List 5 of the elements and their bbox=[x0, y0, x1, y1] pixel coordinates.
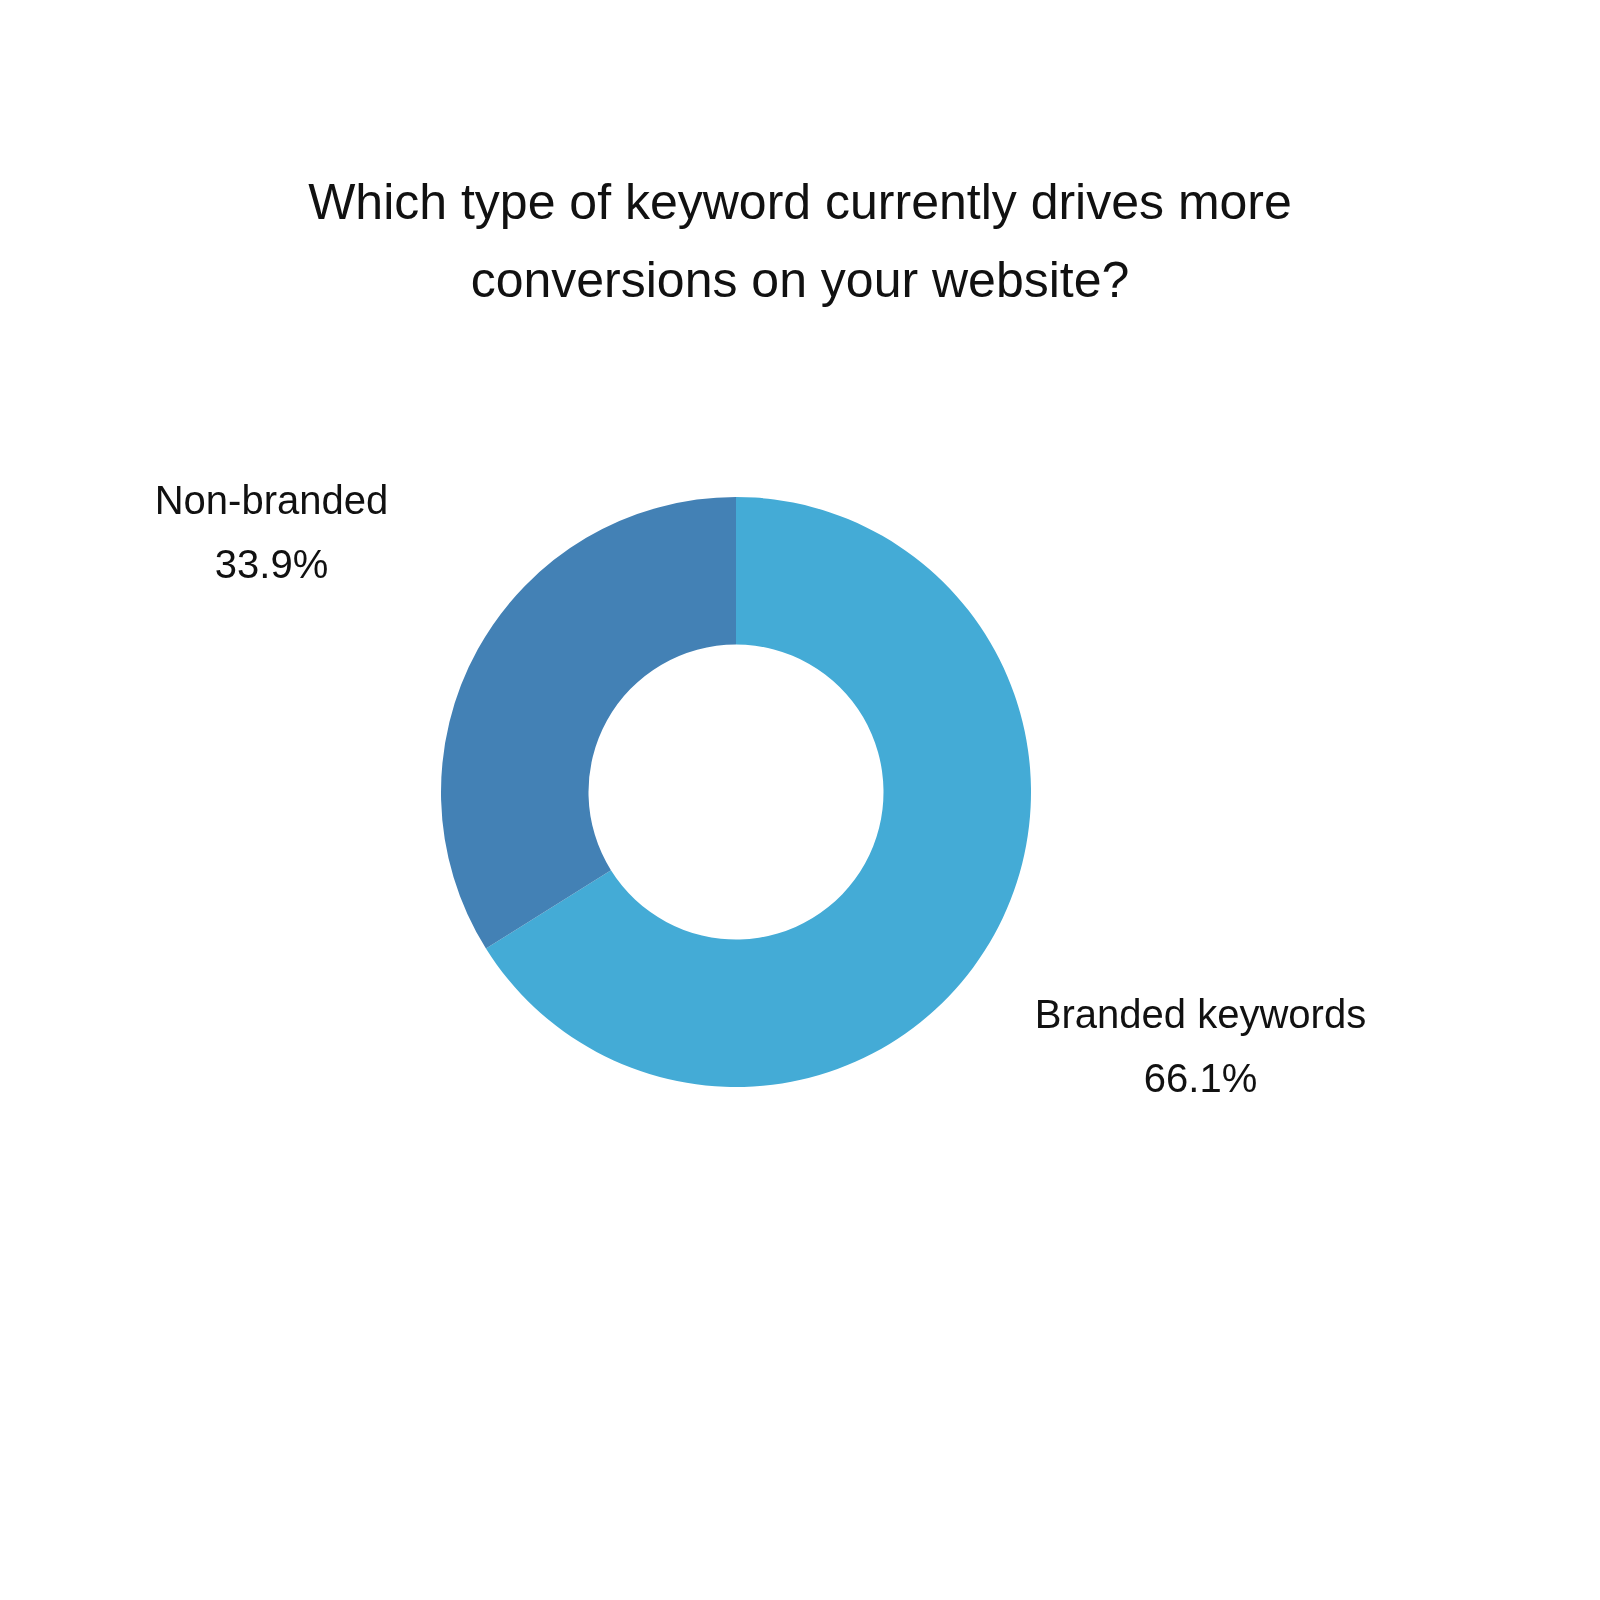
data-label: 66.1% bbox=[1143, 1056, 1258, 1101]
slice-label: Branded keywords bbox=[1034, 992, 1367, 1037]
slice-label: Non-branded bbox=[154, 477, 389, 522]
data-label: 33.9% bbox=[214, 541, 329, 586]
chart-title: Which type of keyword currently drives more conversions on your website? bbox=[307, 173, 1293, 310]
